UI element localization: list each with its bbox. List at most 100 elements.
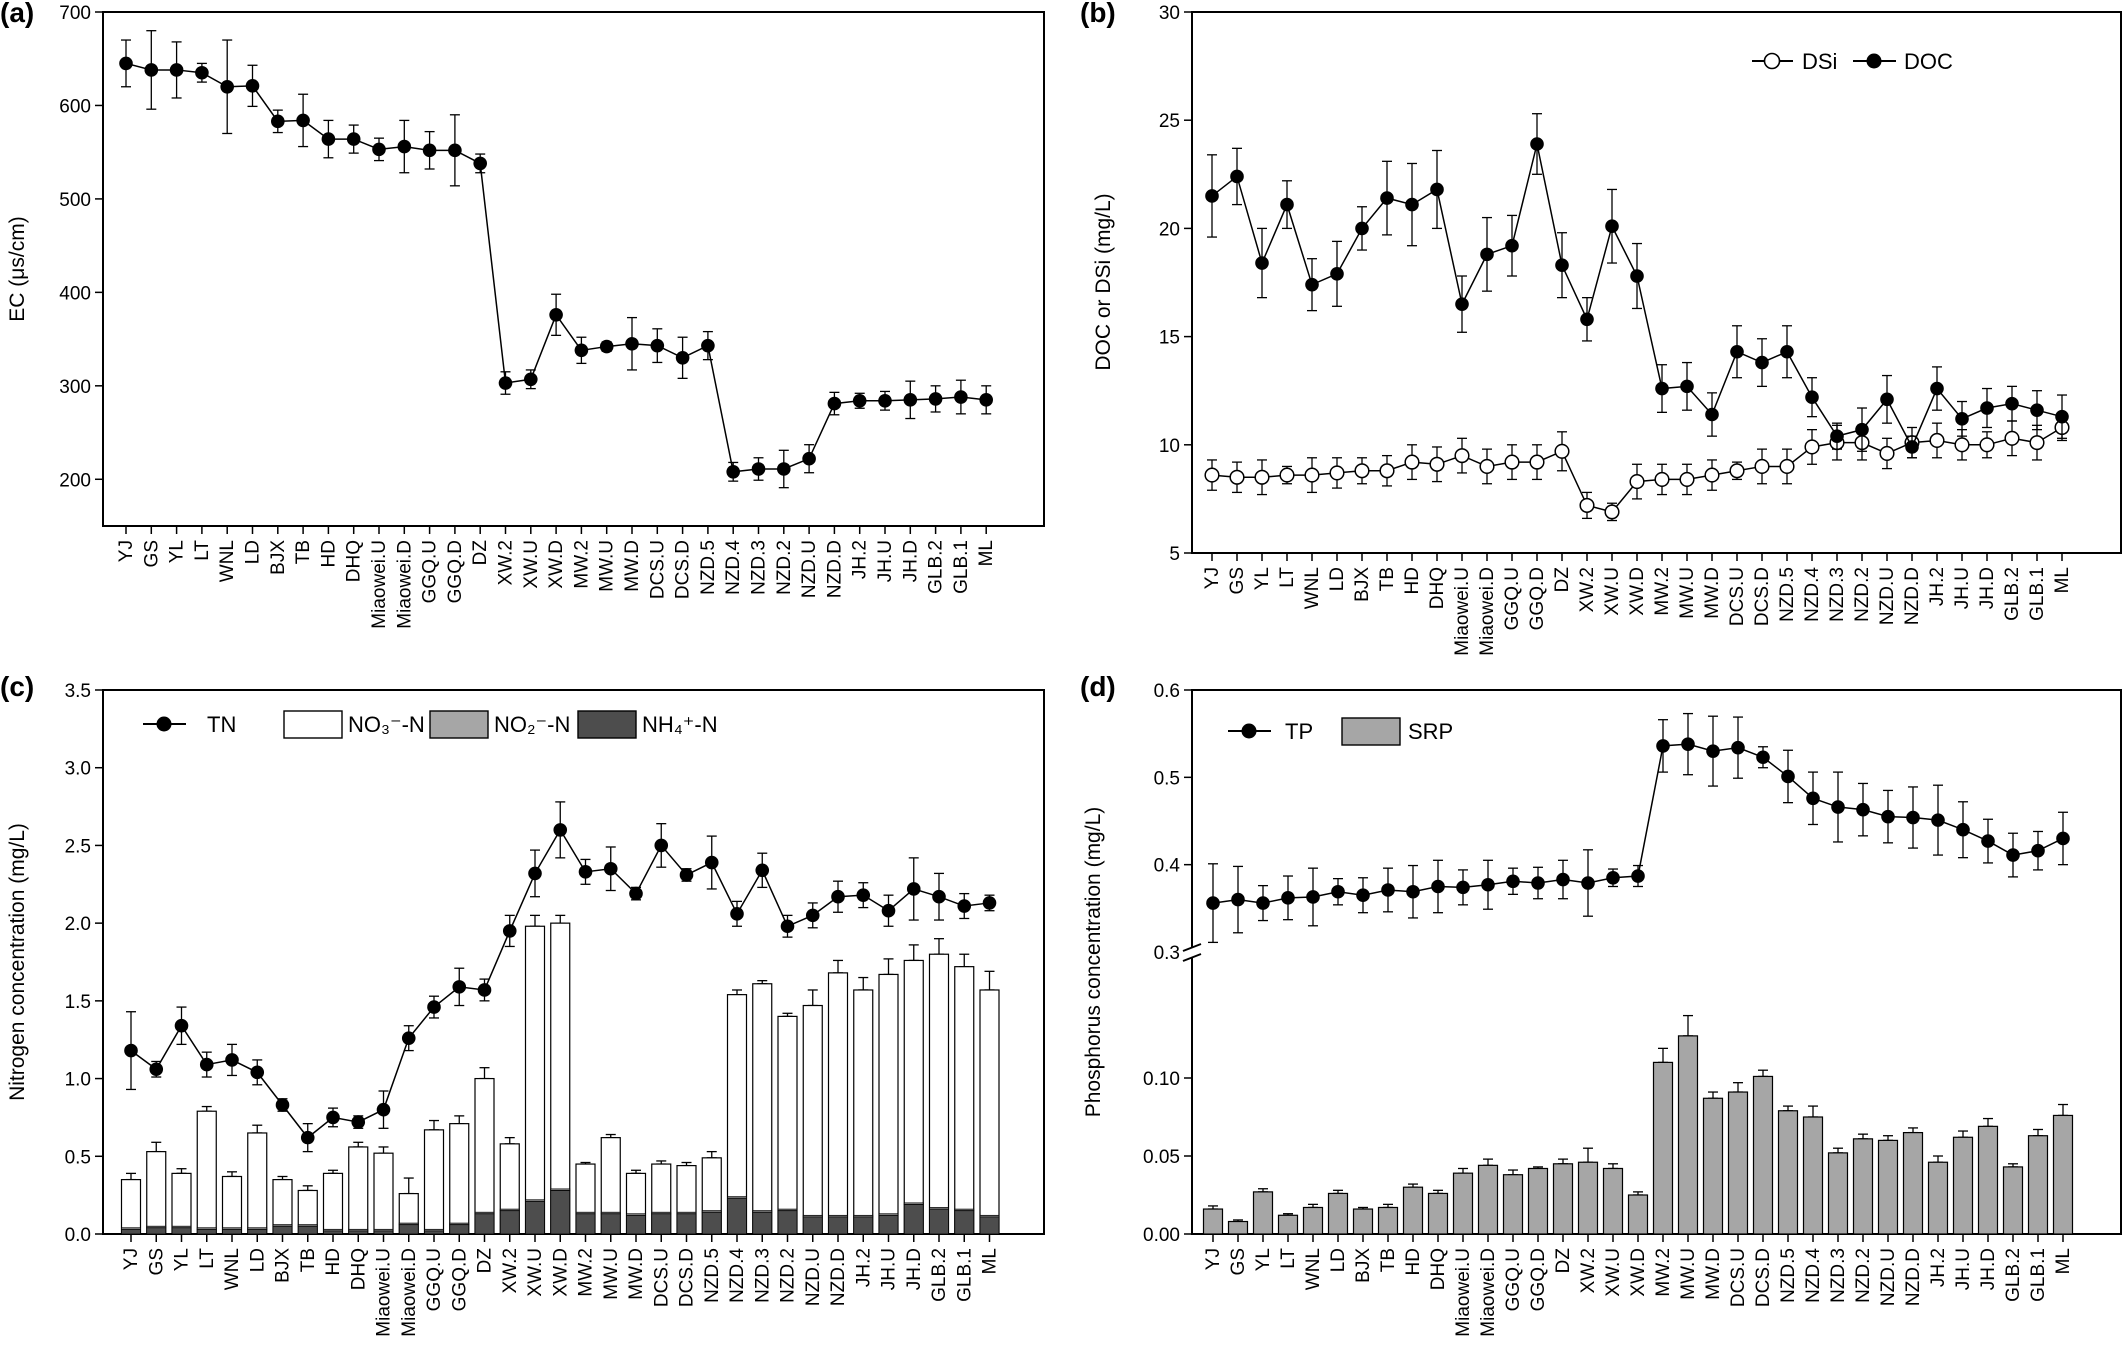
x-tick-label: DCS.U [1727,567,1748,626]
x-tick-label: BJX [273,1248,294,1283]
x-tick-label: MW.U [1678,1248,1699,1300]
x-tick-label: LD [1328,1248,1349,1272]
x-tick-label: NZD.5 [702,1248,723,1303]
tp-point [1806,791,1820,806]
srp-bar [1527,1167,1549,1235]
doc-point [1605,219,1619,234]
tp-point [1531,876,1545,890]
x-tick-label: GS [1228,1248,1249,1275]
x-tick-label: XW.2 [500,1248,521,1293]
x-tick-label: NZD.D [1903,1248,1924,1306]
doc-point [1705,407,1719,422]
ec-point [599,339,614,354]
tn-point [730,907,744,921]
ec-point [372,142,386,157]
tn-point [704,855,719,870]
x-tick-label: LT [1278,1248,1299,1269]
x-tick-label: WNL [1303,1248,1324,1290]
x-tick-label: NZD.U [1878,1248,1899,1306]
srp-bar [1252,1191,1274,1235]
legend-srp-swatch [1341,717,1401,746]
x-tick-label: XW.D [550,1248,571,1297]
ec-point [119,56,133,71]
x-tick-label: YJ [116,540,137,562]
ec-point [625,336,639,351]
panel-a-label: (a) [0,0,34,28]
tn-point [351,1115,366,1129]
srp-bar [1902,1131,1924,1235]
dsi-point [1804,439,1820,455]
panel-b-y-ticks: 5 10 15 20 25 30 [1159,3,1192,565]
nh4-bar [701,1211,722,1235]
srp-bar [1927,1161,1949,1235]
panel-c-legend: TN NO₃⁻-N NO₂⁻-N NH₄⁺-N [143,710,718,739]
panel-b-frame [1191,11,2122,554]
doc-point [1530,137,1544,151]
x-tick-label: NZD.5 [1778,1248,1799,1303]
doc-point [1755,355,1769,370]
tp-point [1981,834,1995,848]
y-tick-label: 0.5 [65,1147,91,1168]
dsi-point [1504,454,1520,470]
x-tick-label: NZD.D [828,1248,849,1306]
tp-point [1706,744,1720,758]
x-tick-label: GLB.1 [951,540,972,594]
ec-point [220,79,234,94]
y-tick-label: 1.0 [65,1070,91,1091]
x-tick-label: Miaowei.U [374,1248,395,1337]
srp-bar [1852,1138,1874,1235]
no3-bar [777,1015,798,1235]
srp-bar [2027,1135,2049,1235]
nh4-bar [348,1230,369,1235]
x-tick-label: MW.2 [571,540,592,589]
legend-no3-swatch [283,710,343,739]
srp-bar [1577,1161,1599,1235]
nh4-bar [600,1213,621,1235]
ec-point [473,156,488,171]
x-tick-label: GGQ.U [1502,567,1523,630]
ec-point [852,393,867,408]
legend-srp-label: SRP [1408,719,1453,744]
ec-point [321,132,336,146]
x-tick-label: Miaowei.U [1453,1248,1474,1337]
dsi-point [1279,467,1295,483]
dsi-point [1454,448,1470,464]
nh4-bar [979,1216,1000,1235]
nh4-bar [954,1210,975,1235]
x-tick-label: GGQ.U [424,1248,445,1311]
no3-bar [373,1152,394,1235]
srp-bar [1402,1186,1424,1235]
tp-point [1306,890,1320,904]
nh4-bar [499,1210,520,1235]
ec-point [296,113,310,128]
dsi-point [1629,474,1645,490]
tp-point [1381,883,1395,897]
x-tick-label: JH.U [879,1248,900,1290]
y-tick-label: 2.5 [65,836,91,857]
doc-point [1980,401,1994,415]
doc-point [1930,381,1944,396]
tp-point [2031,843,2045,858]
dsi-point [1329,465,1345,481]
srp-bar [1727,1091,1749,1235]
tp-point [1281,891,1295,905]
nh4-bar [853,1216,874,1235]
y-tick-label: 0.5 [1154,768,1180,789]
x-tick-label: YL [167,540,188,563]
srp-bar [2002,1166,2024,1235]
x-tick-label: DZ [1552,567,1573,593]
dsi-point [1654,471,1670,487]
dsi-point [1929,432,1945,449]
no3-bar [928,953,950,1235]
y-tick-label: 15 [1159,328,1180,349]
tn-point [831,889,845,904]
nh4-bar [550,1190,571,1235]
doc-point [1555,258,1569,272]
srp-bar [1477,1164,1499,1235]
tn-point [755,863,770,878]
nh4-bar [449,1224,470,1235]
x-tick-label: WNL [217,540,238,582]
panel-a-frame [102,11,1045,527]
legend-doc-marker [1866,53,1882,69]
